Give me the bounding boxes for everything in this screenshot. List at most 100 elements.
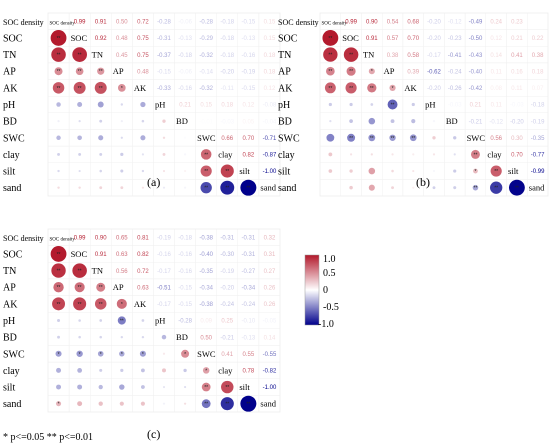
correlation-circle <box>349 153 353 156</box>
correlation-value: -0.31 <box>157 36 171 42</box>
grid-cell <box>258 179 281 197</box>
correlation-circle <box>50 246 67 262</box>
significance-marker: ** <box>349 53 353 59</box>
significance-marker: ** <box>225 169 229 175</box>
correlation-circle <box>326 133 335 142</box>
correlation-circle <box>97 67 105 75</box>
correlation-circle <box>329 120 332 123</box>
correlation-value: 0.63 <box>137 285 149 291</box>
correlation-value: -0.15 <box>157 69 171 75</box>
correlation-value: -0.18 <box>178 236 192 242</box>
row-label: SWC <box>278 133 300 144</box>
correlation-value: 0.21 <box>511 36 523 42</box>
diagonal-label: sand <box>529 183 545 193</box>
diagonal-label: SOC density <box>50 237 76 242</box>
correlation-circle <box>368 167 376 175</box>
correlation-circle <box>98 384 103 390</box>
correlation-circle <box>94 298 107 310</box>
correlation-circle <box>328 102 332 107</box>
correlation-circle <box>432 153 436 156</box>
correlation-value: -0.08 <box>263 103 277 109</box>
significance-marker: * <box>121 86 123 92</box>
significance-marker: ** <box>204 385 208 391</box>
correlation-value: 0.26 <box>264 285 276 291</box>
diagonal-label: AP <box>113 66 124 76</box>
significance-marker: * <box>121 352 123 358</box>
row-label: TN <box>278 50 291 61</box>
correlation-value: -0.01 <box>199 119 213 125</box>
correlation-value: 0.50 <box>116 20 128 26</box>
correlation-value: -0.32 <box>199 86 213 92</box>
correlation-circle <box>220 164 234 178</box>
correlation-circle <box>409 134 417 142</box>
significance-marker: ** <box>99 302 103 308</box>
correlation-value: -1.00 <box>263 385 277 391</box>
correlation-value: -0.18 <box>531 103 545 109</box>
row-label: SWC <box>3 133 25 144</box>
correlation-value: -0.62 <box>427 69 441 75</box>
correlation-value: -1.00 <box>263 169 277 175</box>
correlation-value: -0.21 <box>220 335 234 341</box>
correlation-value: 0.16 <box>511 69 523 75</box>
correlation-circle <box>412 169 415 173</box>
correlation-value: -0.28 <box>199 20 213 26</box>
correlation-circle <box>349 119 353 123</box>
significance-marker: ** <box>57 86 61 92</box>
correlation-circle <box>162 368 166 373</box>
grid-cell <box>258 395 281 413</box>
correlation-circle <box>347 133 356 142</box>
correlation-value: -0.15 <box>242 86 256 92</box>
correlation-value: -0.71 <box>263 136 277 142</box>
correlation-value: -0.40 <box>199 252 213 258</box>
significance-marker: ** <box>225 402 229 408</box>
diagonal-label: sand <box>260 399 276 409</box>
correlation-circle <box>162 186 166 189</box>
significance-marker: ** <box>78 69 82 75</box>
correlation-circle <box>57 186 60 189</box>
correlation-value: 0.11 <box>511 86 523 92</box>
correlation-value: -0.19 <box>242 69 256 75</box>
correlation-circle <box>72 47 87 62</box>
correlation-circle <box>389 84 396 91</box>
diagonal-label: pH <box>425 100 435 110</box>
correlation-circle <box>140 101 146 108</box>
correlation-value: 0.24 <box>490 20 502 26</box>
significance-marker: ** <box>99 285 103 291</box>
correlation-circle <box>162 402 166 405</box>
diagonal-label: AP <box>384 66 395 76</box>
panel-letter: (c) <box>147 427 160 441</box>
correlation-circle <box>139 350 146 357</box>
correlation-circle <box>324 82 336 94</box>
significance-marker: ** <box>474 152 478 158</box>
correlation-circle <box>162 385 166 389</box>
panel-a: SOC densitySOCTNAPAKpHBDSWCclaysiltsandS… <box>3 12 281 197</box>
correlation-circle <box>470 149 480 159</box>
row-label: AP <box>3 67 16 78</box>
correlation-circle <box>349 169 353 173</box>
correlation-circle <box>98 135 104 141</box>
correlation-value: 0.99 <box>74 20 86 26</box>
row-label: clay <box>3 366 20 377</box>
correlation-circle <box>56 135 61 141</box>
correlation-value: 0.65 <box>116 236 128 242</box>
diagonal-label: SWC <box>197 133 216 143</box>
significance-marker: ** <box>204 402 208 408</box>
correlation-value: 0.21 <box>179 103 191 109</box>
correlation-circle <box>346 66 356 76</box>
correlation-circle <box>78 319 81 322</box>
correlation-circle <box>119 384 125 390</box>
significance-marker: ** <box>328 86 332 92</box>
significance-marker: ** <box>349 136 353 142</box>
colorbar-tick-max: 1.0 <box>323 254 336 265</box>
correlation-value: -0.14 <box>199 69 213 75</box>
correlation-value: 0.70 <box>243 136 255 142</box>
significance-marker: * <box>58 352 60 358</box>
correlation-circle <box>220 397 234 411</box>
correlation-circle <box>162 119 166 123</box>
correlation-value: 0.56 <box>116 269 128 275</box>
correlation-circle <box>117 316 126 325</box>
diagonal-label: TN <box>363 50 374 60</box>
correlation-value: 0.72 <box>137 269 149 275</box>
correlation-circle <box>78 152 82 156</box>
correlation-circle <box>490 181 503 194</box>
